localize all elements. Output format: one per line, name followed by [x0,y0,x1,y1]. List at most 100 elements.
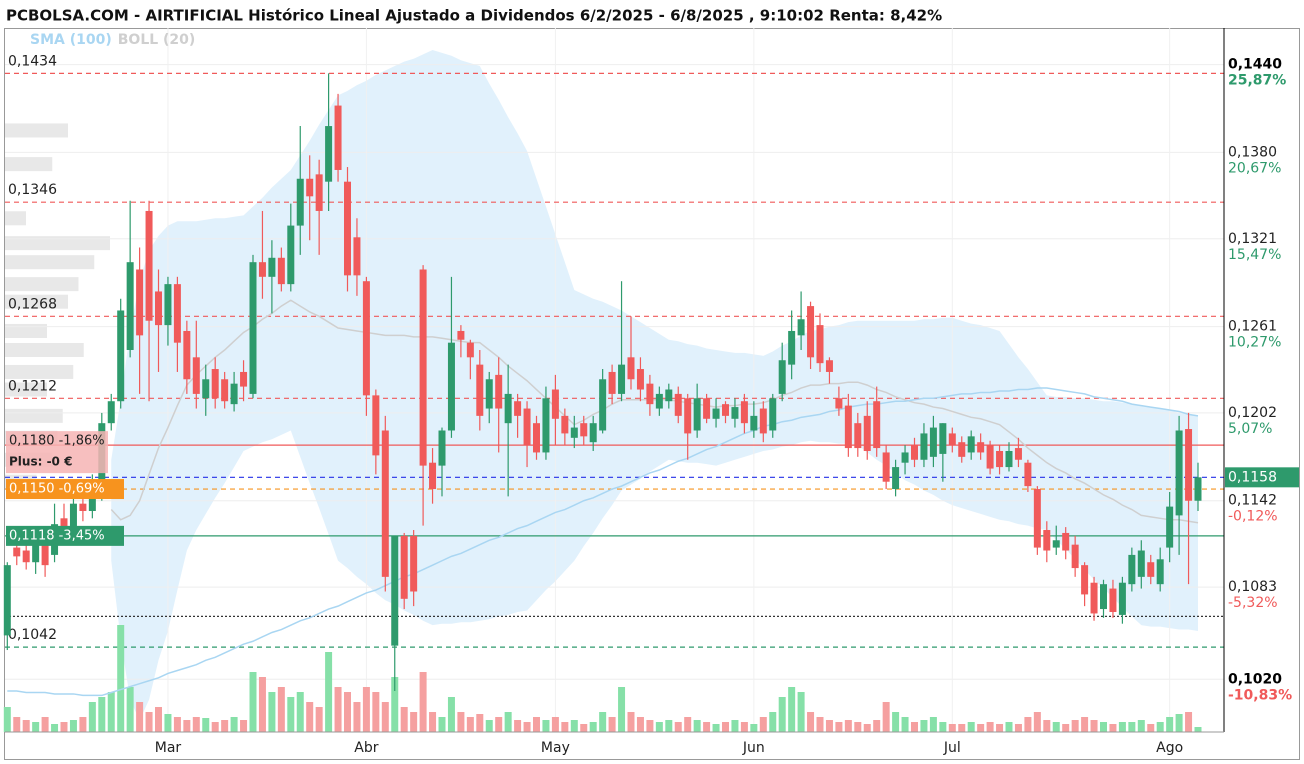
profile-bar [5,323,47,338]
volume-bar [1137,720,1145,732]
volume-bar [98,697,106,732]
profile-bar [5,382,47,397]
y-tick-label: 0,1202 [1228,405,1277,421]
volume-bar [646,720,654,732]
profile-bar [5,342,84,357]
y-tick-label: 0,1380 [1228,144,1277,160]
last-price-tag [1225,467,1299,488]
candle-body [3,565,11,636]
candle-body [400,535,408,599]
volume-bar [778,697,786,732]
volume-bar [325,652,333,732]
candle-body [504,393,512,424]
candle-body [551,389,559,419]
volume-bar [1052,722,1060,732]
candle-body [192,357,200,394]
candle-body [627,357,635,380]
volume-bar [164,714,172,732]
volume-bar [731,720,739,732]
volume-bar [202,718,210,732]
candle-body [287,225,295,285]
candle-body [901,452,909,463]
candle-body [759,408,767,434]
candle-body [126,262,134,350]
candle-body [608,371,616,394]
volume-bar [674,722,682,732]
volume-bar [211,722,219,732]
volume-bar [183,720,191,732]
volume-bar [854,722,862,732]
volume-bar [117,625,125,732]
y-tick-pct: 5,07% [1228,421,1272,437]
volume-bar [722,722,729,732]
candle-body [296,178,304,226]
y-tick-pct: 25,87% [1228,73,1286,89]
candle-body [1137,550,1145,577]
volume-bar [693,720,701,732]
volume-bar [306,702,314,732]
y-tick-label: 0,1083 [1228,579,1277,595]
candle-body [854,423,862,449]
volume-bar [485,720,493,732]
volume-bar [504,712,512,732]
candle-body [769,398,777,431]
candle-body [1081,565,1089,595]
candle-body [636,369,644,390]
x-tick-label: May [541,740,570,756]
volume-bar [608,717,616,732]
candle-body [996,450,1004,468]
volume-bar [315,707,323,732]
candle-body [561,415,569,434]
volume-bar [750,724,758,732]
candle-body [835,398,843,409]
candle-body [183,330,191,380]
volume-bar [551,717,559,732]
candle-body [268,257,276,277]
volume-bar [400,707,408,732]
candle-body [722,404,729,416]
candle-body [145,210,153,321]
price-tag [6,431,108,474]
candle-body [1052,540,1060,548]
candle-body [438,430,446,466]
profile-bar [5,255,95,270]
volume-bar [1100,722,1107,732]
candle-body [1109,588,1117,612]
volume-bar [920,720,928,732]
candle-body [1147,562,1155,577]
volume-bar [32,722,40,732]
volume-bar [911,722,918,732]
y-tick-pct: 20,67% [1228,160,1281,176]
candle-body [1194,477,1202,501]
x-tick-label: Abr [354,740,378,756]
candle-body [315,174,323,211]
volume-bar [457,712,465,732]
volume-bar [939,722,947,732]
volume-bar [589,722,597,732]
candle-body [1185,429,1193,501]
volume-bar [51,724,59,732]
candle-body [221,379,229,402]
volume-bar [1071,720,1079,732]
candle-body [22,550,30,563]
volume-bar [334,687,342,732]
volume-bar [476,714,484,732]
volume-bar [1033,712,1041,732]
legend-entry: SMA (100) [30,32,112,48]
price-tag [6,525,124,546]
profile-bar [5,364,74,379]
candle-body [684,398,692,434]
candle-body [863,415,871,451]
candle-body [1156,559,1164,585]
volume-bar [1128,722,1136,732]
candle-body [1090,582,1098,614]
candle-body [1005,450,1013,468]
volume-bar [570,720,578,732]
candle-body [1175,430,1183,516]
volume-bar [1081,717,1089,732]
volume-bar [296,692,304,732]
candle-body [325,126,333,182]
volume-bar [561,722,569,732]
volume-bar [391,677,399,732]
